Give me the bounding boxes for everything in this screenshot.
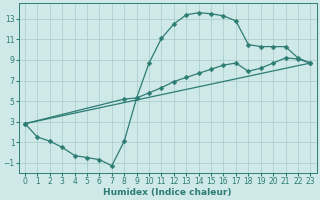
X-axis label: Humidex (Indice chaleur): Humidex (Indice chaleur)	[103, 188, 232, 197]
